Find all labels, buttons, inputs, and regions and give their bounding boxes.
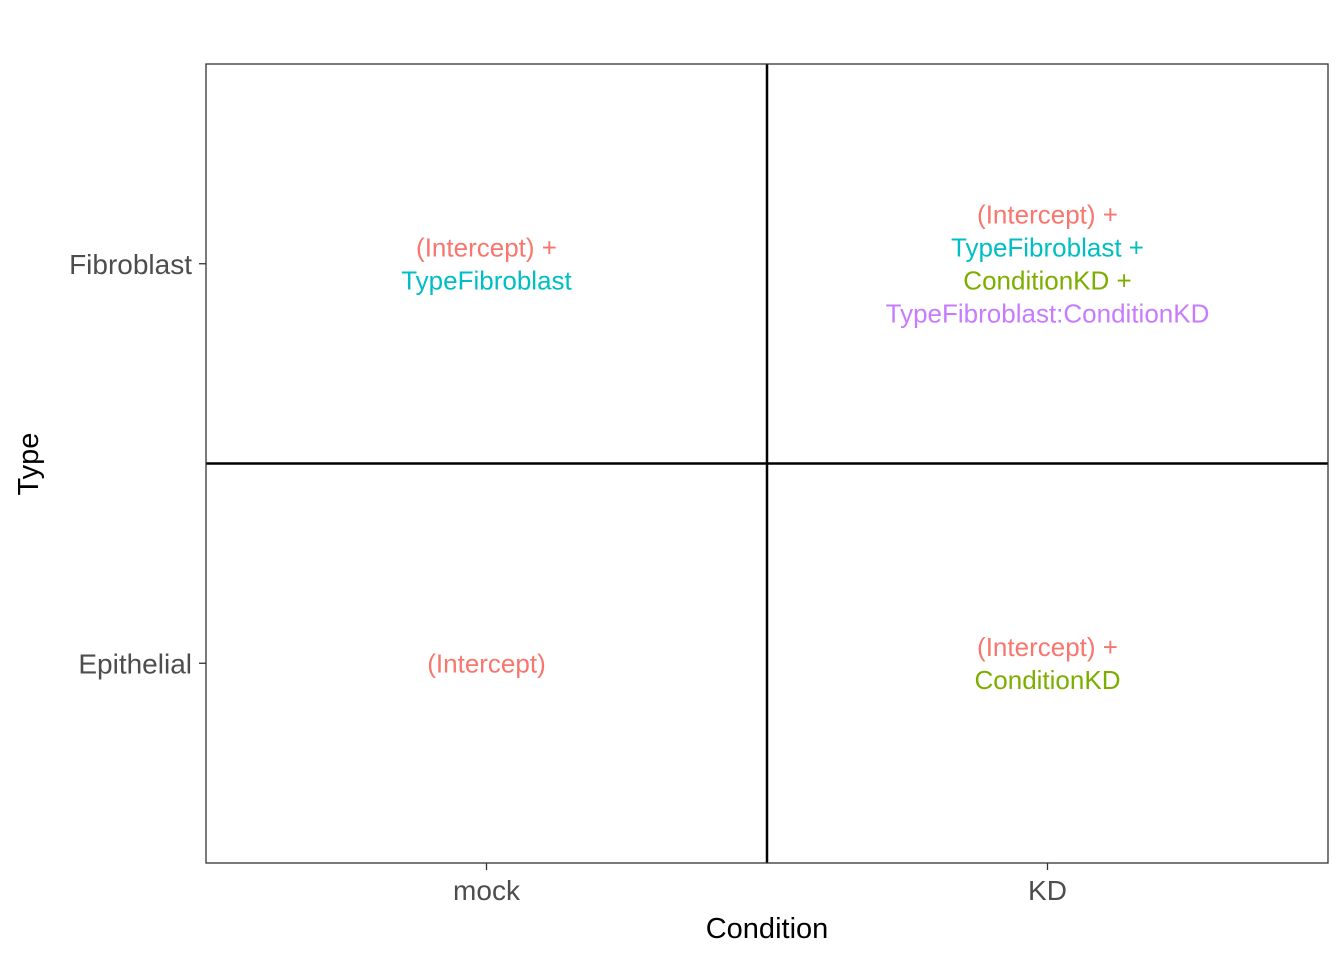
cell-labels: (Intercept) +TypeFibroblast(Intercept) +… [401, 199, 1209, 695]
cell-fibroblast-mock: (Intercept) +TypeFibroblast [401, 232, 572, 295]
y-axis-title: Type [13, 433, 45, 496]
cell-term-label: (Intercept) [427, 648, 546, 678]
x-axis: mock KD [453, 863, 1067, 906]
x-tick-label: KD [1028, 875, 1067, 906]
cell-term-label: (Intercept) + [416, 232, 557, 262]
cell-fibroblast-kd: (Intercept) +TypeFibroblast +ConditionKD… [886, 199, 1210, 328]
cell-term-label: TypeFibroblast [401, 265, 572, 295]
cell-term-label: TypeFibroblast:ConditionKD [886, 298, 1210, 328]
cell-term-label: TypeFibroblast + [951, 232, 1144, 262]
y-axis: Epithelial Fibroblast [69, 249, 206, 679]
y-tick-label: Epithelial [78, 648, 192, 679]
panel-border [205, 63, 1329, 864]
cell-dividers [206, 64, 1328, 863]
cell-term-label: (Intercept) + [977, 632, 1118, 662]
cell-term-label: ConditionKD [975, 665, 1121, 695]
x-tick-label: mock [453, 875, 521, 906]
cell-epithelial-kd: (Intercept) +ConditionKD [975, 632, 1121, 695]
cell-term-label: ConditionKD + [963, 265, 1131, 295]
y-tick-label: Fibroblast [69, 249, 192, 280]
cell-term-label: (Intercept) + [977, 199, 1118, 229]
cell-epithelial-mock: (Intercept) [427, 648, 546, 678]
x-axis-title: Condition [706, 913, 829, 945]
